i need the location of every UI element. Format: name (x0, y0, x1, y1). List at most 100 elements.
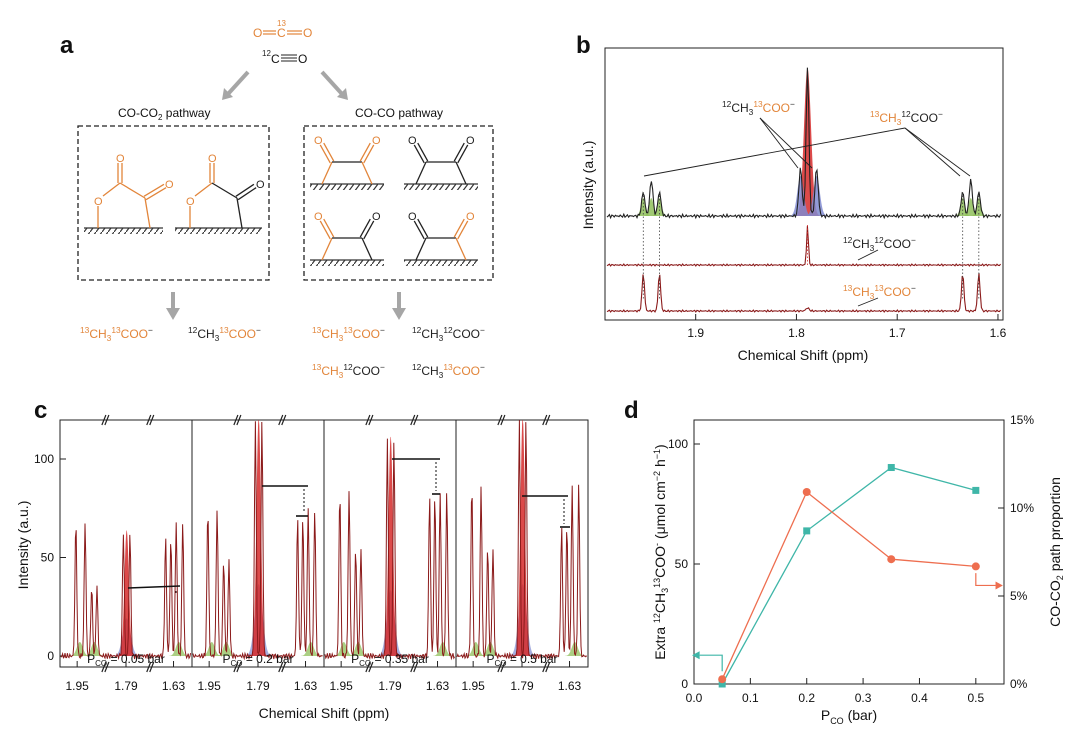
d-point-proportion (887, 464, 895, 472)
c-ytick-label: 100 (34, 452, 54, 466)
b-pointer (759, 117, 799, 169)
bond (363, 144, 375, 164)
bond (235, 183, 255, 197)
b-pointer (857, 297, 879, 307)
d-xtick-label: 0.0 (686, 691, 703, 705)
panel-a: O C 13 O 12 C O CO-CO2 pathway CO-CO pat… (77, 19, 494, 380)
panel-d: 0.0 0.1 0.2 0.3 0.4 0.5 0 50 100 0% 5% 10% 15% Extra… (652, 413, 1065, 726)
co2-molecule: O C 13 O (253, 19, 312, 40)
atom-o-left: O (253, 26, 262, 40)
b-pointer (904, 127, 971, 177)
b-fill-red (793, 68, 822, 216)
d-point-extra-acetate (887, 555, 896, 564)
bond (415, 237, 427, 261)
product-right-2: 12CH312COO− (412, 325, 485, 343)
b-trace-mid (606, 225, 1002, 267)
oxygen-atom: O (208, 153, 217, 165)
product-right-1: 13CH313COO− (312, 325, 385, 343)
c-fill-green (67, 642, 92, 656)
product-left-1: 13CH313COO− (80, 325, 153, 343)
c-axis-break (101, 661, 107, 673)
bond (359, 142, 371, 162)
bond (236, 197, 243, 229)
d-xtick-label: 0.4 (911, 691, 928, 705)
panel-b: 1.9 1.8 1.7 1.6 12CH313COO− 13CH312COO− 12CH31… (580, 47, 1007, 363)
d-arrowhead-right (995, 581, 1003, 590)
arrow-right-down (320, 70, 344, 96)
bond (319, 220, 331, 240)
c-axis-break (545, 661, 551, 673)
plot-frame-b (604, 47, 1004, 321)
oxygen-atom: O (408, 211, 417, 223)
bond (455, 237, 467, 261)
b-ylabel: Intensity (a.u.) (580, 141, 596, 230)
b-fill-green (961, 198, 980, 216)
b-fill-green (642, 198, 661, 216)
b-label-13ch3-13coo: 13CH313COO− (843, 283, 916, 301)
d-point-proportion (718, 680, 726, 688)
d-arrow-right-axis (975, 573, 996, 587)
oxygen-atom: O (372, 211, 381, 223)
d-ylabel-right: CO-CO2 path proportion (1047, 477, 1065, 627)
oxygen-atom: O (314, 211, 323, 223)
c-axis-break (281, 414, 287, 426)
arrow-left-down (226, 70, 250, 96)
c-axis-break (545, 414, 551, 426)
bond (102, 182, 121, 197)
pathway-title-co-co: CO-CO pathway (355, 106, 443, 120)
d-arrow-left-axis (699, 654, 723, 672)
c-xtick-label: 1.95 (65, 679, 89, 693)
oxygen-atom: O (408, 135, 417, 147)
c-axis-break (236, 661, 242, 673)
b-label-12ch3-13coo: 12CH313COO− (722, 99, 795, 117)
d-xtick-label: 0.1 (742, 691, 759, 705)
d-point-extra-acetate (802, 488, 811, 496)
bond (453, 218, 465, 238)
c-trace (456, 420, 587, 661)
c-xtick-label: 1.79 (510, 679, 534, 693)
b-xtick-label: 1.6 (990, 326, 1007, 340)
panel-label-a: a (60, 32, 74, 59)
arrow-down-left (166, 308, 180, 320)
bond (415, 161, 427, 185)
c-axis-break (410, 661, 416, 673)
c-trace (192, 421, 323, 661)
bond (413, 220, 425, 240)
c-axis-break (104, 661, 110, 673)
bond (413, 144, 425, 164)
c-fill-red (250, 420, 269, 656)
c-xtick-label: 1.95 (461, 679, 485, 693)
bond (455, 161, 467, 185)
c-xtick-label: 1.95 (197, 679, 221, 693)
c-axis-break (413, 661, 419, 673)
co-superscript: 12 (262, 49, 271, 58)
c-xtick-label: 1.63 (294, 679, 318, 693)
oxygen-atom: O (165, 179, 174, 191)
c-bar (127, 585, 181, 589)
d-point-proportion (803, 527, 811, 535)
c-xtick-label: 1.95 (329, 679, 353, 693)
c-axis-break (146, 414, 152, 426)
bond (321, 237, 333, 261)
bond (144, 197, 151, 229)
d-xtick-label: 0.2 (798, 691, 815, 705)
c-ytick-label: 0 (47, 649, 54, 663)
c-pressure-label: PCO = 0.5 bar (486, 652, 557, 668)
c-axis-break (500, 414, 506, 426)
bond (457, 220, 469, 240)
d-point-extra-acetate (971, 562, 980, 571)
b-pointer (643, 127, 906, 177)
c-xtick-label: 1.79 (114, 679, 138, 693)
d-ylabel-left: Extra 12CH313COO- (μmol cm−2 h−1) (652, 444, 670, 659)
atom-o-co: O (298, 52, 307, 66)
c-xtick-label: 1.79 (246, 679, 270, 693)
atom-o-right: O (303, 26, 312, 40)
panel-label-c: c (34, 397, 47, 424)
d-ytick-left-label: 50 (675, 557, 689, 571)
bond (363, 220, 375, 240)
bond (143, 183, 165, 197)
b-pointer (857, 249, 879, 261)
c-axis-break (278, 414, 284, 426)
